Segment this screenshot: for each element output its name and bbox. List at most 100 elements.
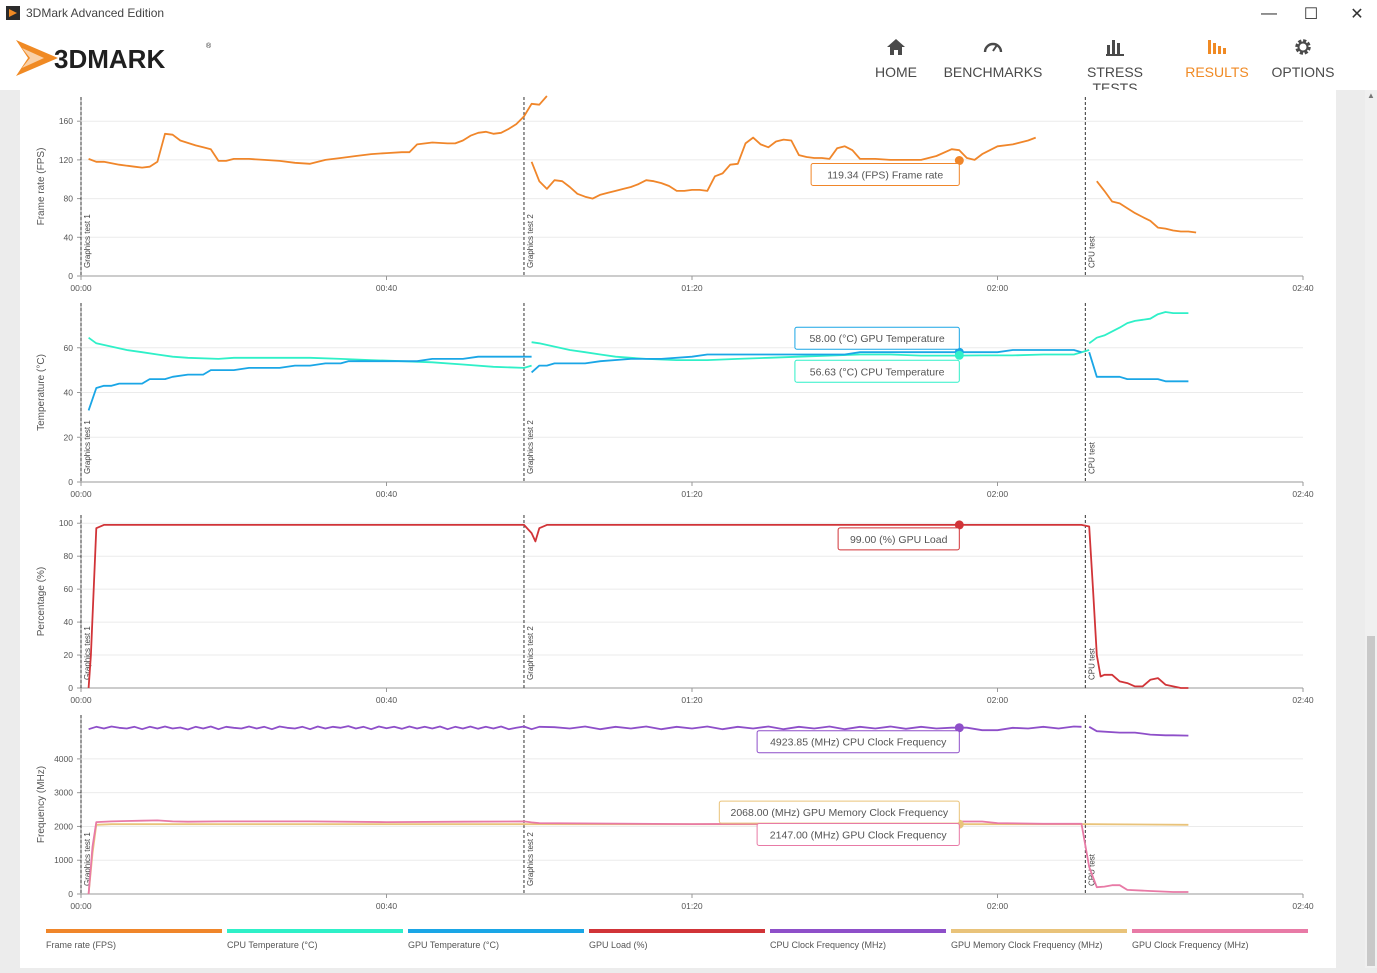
- legend-label: GPU Temperature (°C): [408, 940, 499, 950]
- nav-benchmarks[interactable]: BENCHMARKS: [940, 36, 1046, 86]
- legend-gpu-load: GPU Load (%): [589, 929, 765, 953]
- test-marker-label: Graphics test 1: [83, 214, 92, 268]
- test-marker-label: CPU test: [1087, 647, 1096, 680]
- y-tick-label: 120: [59, 155, 73, 165]
- hover-point: [954, 520, 964, 530]
- minimize-button[interactable]: —: [1261, 5, 1277, 22]
- legend-swatch: [227, 929, 403, 933]
- x-tick-label: 00:00: [70, 283, 92, 293]
- y-tick-label: 80: [64, 551, 74, 561]
- x-tick-label: 02:40: [1292, 901, 1314, 911]
- y-tick-label: 0: [68, 889, 73, 899]
- test-marker-label: Graphics test 1: [83, 420, 92, 474]
- x-tick-label: 00:40: [376, 283, 398, 293]
- legend-cpu-clock: CPU Clock Frequency (MHz): [770, 929, 946, 953]
- test-marker-label: Graphics test 1: [83, 832, 92, 886]
- y-tick-label: 100: [59, 518, 73, 528]
- results-panel: 0 40 80 120 160 00:00 00:40 01:20 02:00 02:40 Fram…: [20, 90, 1336, 968]
- series-line: [530, 136, 1037, 200]
- app-header: 3DMARK ® HOME BENCHMARKS STRESS TESTS RE…: [0, 28, 1377, 96]
- legend-label: Frame rate (FPS): [46, 940, 117, 950]
- x-tick-label: 02:00: [987, 489, 1009, 499]
- y-tick-label: 3000: [54, 788, 73, 798]
- home-icon: [866, 36, 926, 58]
- legend-label: CPU Clock Frequency (MHz): [770, 940, 887, 950]
- y-tick-label: 20: [64, 650, 74, 660]
- tooltip-box: [756, 822, 960, 846]
- y-axis-label: Frame rate (FPS): [36, 148, 47, 226]
- series-line: [531, 341, 1090, 362]
- x-tick-label: 02:40: [1292, 489, 1314, 499]
- y-tick-label: 40: [64, 617, 74, 627]
- nav-results-label: RESULTS: [1185, 64, 1249, 80]
- x-tick-label: 01:20: [681, 283, 703, 293]
- test-marker-label: Graphics test 2: [526, 214, 535, 268]
- y-tick-label: 160: [59, 116, 73, 126]
- x-tick-label: 02:40: [1292, 695, 1314, 705]
- hover-point: [954, 156, 964, 166]
- close-button[interactable]: ✕: [1350, 6, 1364, 23]
- legend-cpu-temperature: CPU Temperature (°C): [227, 929, 403, 953]
- legend-swatch: [408, 929, 584, 933]
- svg-text:®: ®: [206, 42, 212, 50]
- hover-point: [954, 723, 964, 733]
- series-line: [531, 349, 1082, 374]
- legend-gpu-clock: GPU Clock Frequency (MHz): [1132, 929, 1308, 953]
- y-tick-label: 40: [64, 232, 74, 242]
- x-tick-label: 00:40: [376, 901, 398, 911]
- y-tick-label: 1000: [54, 855, 73, 865]
- test-marker-label: CPU test: [1087, 235, 1096, 268]
- nav-options-label: OPTIONS: [1271, 64, 1335, 80]
- x-tick-label: 00:00: [70, 489, 92, 499]
- x-tick-label: 01:20: [681, 901, 703, 911]
- tooltip-text: 99.00 (%) GPU Load: [850, 534, 948, 546]
- y-tick-label: 4000: [54, 754, 73, 764]
- tooltip-text: 119.34 (FPS) Frame rate: [827, 170, 943, 182]
- tooltip-text: 56.63 (°C) CPU Temperature: [810, 366, 945, 378]
- nav-home-label: HOME: [875, 64, 917, 80]
- x-tick-label: 01:20: [681, 489, 703, 499]
- nav-results[interactable]: RESULTS: [1184, 36, 1250, 86]
- bar-chart-icon: [1064, 36, 1166, 58]
- test-marker-label: Graphics test 2: [526, 626, 535, 680]
- window-title: 3DMark Advanced Edition: [26, 6, 165, 20]
- gear-icon: [1268, 36, 1338, 58]
- 3dmark-logo[interactable]: 3DMARK ®: [14, 36, 214, 80]
- legend-label: GPU Memory Clock Frequency (MHz): [951, 940, 1103, 950]
- hover-point: [954, 350, 964, 360]
- series-line: [87, 523, 1189, 689]
- test-marker-label: Graphics test 2: [526, 832, 535, 886]
- speedometer-icon: [940, 36, 1046, 58]
- scroll-thumb[interactable]: [1367, 636, 1375, 966]
- legend-swatch: [589, 929, 765, 933]
- vertical-scrollbar[interactable]: ▲: [1365, 90, 1377, 968]
- nav-home[interactable]: HOME: [866, 36, 926, 86]
- app-icon: [6, 6, 20, 20]
- tooltip-text: 58.00 (°C) GPU Temperature: [809, 333, 944, 345]
- tooltip-box: [794, 326, 960, 350]
- tooltip-text: 2068.00 (MHz) GPU Memory Clock Frequency: [730, 807, 948, 819]
- x-tick-label: 02:00: [987, 695, 1009, 705]
- nav-stress-tests[interactable]: STRESS TESTS: [1064, 36, 1166, 96]
- x-tick-label: 02:00: [987, 283, 1009, 293]
- legend-label: GPU Clock Frequency (MHz): [1132, 940, 1249, 950]
- tooltip-text: 4923.85 (MHz) CPU Clock Frequency: [770, 737, 947, 749]
- legend-label: GPU Load (%): [589, 940, 648, 950]
- scroll-up-arrow[interactable]: ▲: [1367, 91, 1375, 100]
- x-tick-label: 00:00: [70, 695, 92, 705]
- nav-options[interactable]: OPTIONS: [1268, 36, 1338, 86]
- nav-benchmarks-label: BENCHMARKS: [943, 64, 1043, 80]
- y-tick-label: 0: [68, 271, 73, 281]
- series-line: [1088, 311, 1189, 345]
- maximize-button[interactable]: ☐: [1303, 6, 1319, 23]
- y-tick-label: 2000: [54, 821, 73, 831]
- y-tick-label: 0: [68, 477, 73, 487]
- series-line: [1088, 351, 1189, 383]
- legend-label: CPU Temperature (°C): [227, 940, 318, 950]
- test-marker-label: CPU test: [1087, 441, 1096, 474]
- tooltip-box: [756, 730, 960, 754]
- monitoring-charts: 0 40 80 120 160 00:00 00:40 01:20 02:00 02:40 Fram…: [36, 95, 1314, 911]
- y-tick-label: 60: [64, 584, 74, 594]
- series-line: [1088, 726, 1189, 737]
- test-marker-label: Graphics test 2: [526, 420, 535, 474]
